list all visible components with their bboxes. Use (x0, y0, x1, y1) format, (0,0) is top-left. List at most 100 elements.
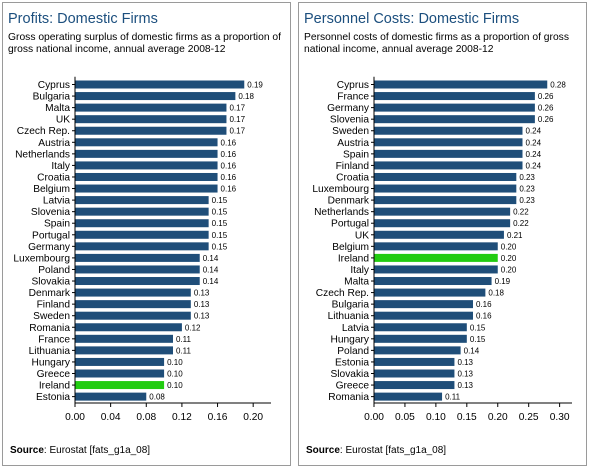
data-label: 0.26 (538, 104, 554, 113)
data-label: 0.13 (194, 289, 210, 298)
category-label: Slovakia (330, 369, 369, 380)
category-label: Bulgaria (332, 300, 370, 311)
x-tick-label: 0.16 (208, 412, 228, 423)
bar-italy (374, 265, 498, 274)
bar-austria (374, 138, 523, 147)
bar-france (374, 92, 535, 101)
category-label: Austria (337, 138, 369, 149)
category-label: UK (56, 115, 70, 126)
data-label: 0.13 (194, 312, 210, 321)
category-label: Denmark (328, 196, 370, 207)
data-label: 0.22 (513, 208, 529, 217)
bar-france (75, 334, 173, 343)
bar-belgium (374, 242, 498, 251)
category-label: Hungary (31, 357, 70, 368)
category-label: Portugal (331, 219, 369, 230)
category-label: Germany (327, 103, 370, 114)
bar-germany (374, 103, 535, 112)
data-label: 0.11 (176, 346, 192, 355)
bar-portugal (374, 219, 511, 228)
data-label: 0.15 (470, 335, 486, 344)
category-label: Italy (350, 265, 370, 276)
category-label: Poland (38, 265, 70, 276)
data-label: 0.23 (519, 185, 535, 194)
data-label: 0.18 (238, 92, 254, 101)
category-label: Lithuania (328, 311, 370, 322)
bar-slovakia (75, 277, 200, 286)
category-label: UK (355, 230, 369, 241)
category-label: Sweden (33, 311, 70, 322)
data-label: 0.15 (212, 208, 228, 217)
x-tick-label: 0.05 (395, 412, 415, 423)
data-label: 0.21 (507, 231, 523, 240)
source-label: Source (10, 445, 44, 456)
bar-uk (75, 115, 227, 124)
data-label: 0.10 (167, 370, 183, 379)
bar-luxembourg (75, 253, 200, 262)
category-label: Netherlands (314, 207, 369, 218)
data-label: 0.24 (526, 138, 542, 147)
bar-latvia (75, 196, 209, 205)
data-label: 0.20 (501, 265, 517, 274)
category-label: Latvia (342, 323, 370, 334)
bar-luxembourg (374, 184, 517, 193)
data-label: 0.12 (185, 323, 201, 332)
profits-chart-panel: Profits: Domestic Firms Gross operating … (2, 2, 291, 466)
category-label: Spain (44, 219, 70, 230)
x-tick-label: 0.20 (243, 412, 263, 423)
data-label: 0.13 (457, 370, 473, 379)
data-label: 0.16 (221, 173, 237, 182)
x-tick-label: 0.30 (550, 412, 570, 423)
bar-netherlands (75, 149, 218, 158)
category-label: Poland (337, 346, 369, 357)
data-label: 0.15 (212, 196, 228, 205)
category-label: Ireland (338, 253, 369, 264)
category-label: Netherlands (15, 149, 70, 160)
category-label: Belgium (332, 242, 369, 253)
data-label: 0.28 (550, 81, 566, 90)
bar-hungary (374, 334, 467, 343)
bar-latvia (374, 323, 467, 332)
data-label: 0.16 (476, 312, 492, 321)
bar-spain (374, 149, 523, 158)
category-label: Portugal (32, 230, 70, 241)
data-label: 0.17 (229, 104, 245, 113)
category-label: Slovenia (31, 207, 70, 218)
data-label: 0.19 (247, 81, 263, 90)
bar-lithuania (75, 346, 173, 355)
category-label: Slovenia (330, 115, 369, 126)
bar-netherlands (374, 207, 511, 216)
category-label: Greece (37, 369, 71, 380)
bar-czech-rep- (374, 288, 486, 297)
category-label: Lithuania (29, 346, 71, 357)
data-label: 0.24 (526, 127, 542, 136)
data-label: 0.14 (464, 346, 480, 355)
data-label: 0.16 (221, 150, 237, 159)
bar-slovenia (75, 207, 209, 216)
category-label: Estonia (36, 392, 70, 403)
profits-bar-chart: Cyprus 0.19 Bulgaria 0.18 Malta 0.17 UK 0.17 Cze… (13, 76, 271, 423)
bar-belgium (75, 184, 218, 193)
bar-ireland (75, 381, 165, 390)
data-label: 0.08 (149, 393, 165, 402)
bar-estonia (75, 392, 147, 401)
source-label: Source (306, 445, 340, 456)
data-label: 0.17 (229, 127, 245, 136)
category-label: Croatia (37, 172, 70, 183)
bar-austria (75, 138, 218, 147)
data-label: 0.13 (194, 300, 210, 309)
data-label: 0.10 (167, 358, 183, 367)
category-label: Spain (343, 149, 369, 160)
bar-bulgaria (75, 92, 236, 101)
category-label: Czech Rep. (17, 126, 70, 137)
data-label: 0.23 (519, 173, 535, 182)
bar-finland (374, 161, 523, 170)
x-tick-label: 0.00 (65, 412, 85, 423)
bar-greece (374, 381, 455, 390)
x-tick-label: 0.12 (172, 412, 192, 423)
chart-title: Personnel Costs: Domestic Firms (304, 11, 520, 27)
category-label: Hungary (330, 334, 369, 345)
bar-greece (75, 369, 165, 378)
category-label: Sweden (332, 126, 369, 137)
category-label: France (38, 334, 70, 345)
